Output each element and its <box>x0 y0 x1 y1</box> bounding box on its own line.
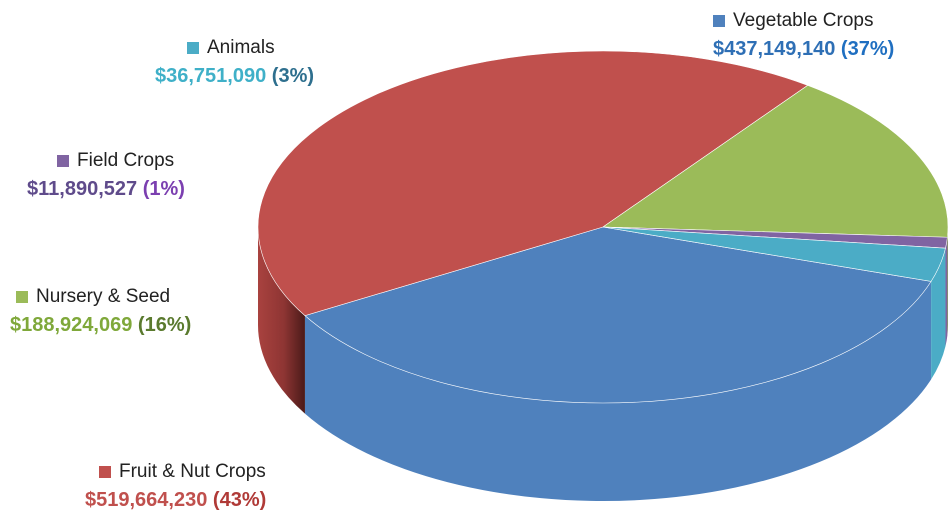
pie-side-vegetable-crops <box>304 281 932 502</box>
nursery-seed-name: Nursery & Seed <box>36 286 171 307</box>
legend-label-fruit-nut-crops: Fruit & Nut Crops $519,664,230 (43%) <box>85 461 266 512</box>
pie-slice-animals <box>602 226 946 282</box>
fruit-nut-crops-name: Fruit & Nut Crops <box>119 461 266 482</box>
pie-side-nursery-seed <box>947 227 948 336</box>
pie-side-animals <box>931 248 946 380</box>
field-crops-swatch <box>57 155 69 167</box>
animals-value: $36,751,090 <box>155 65 267 87</box>
animals-name: Animals <box>207 37 275 58</box>
pie-slice-fruit-nut-crops <box>257 50 809 316</box>
animals-percent: (3%) <box>271 65 315 87</box>
field-crops-percent: (1%) <box>142 178 185 200</box>
vegetable-crops-swatch <box>713 15 725 27</box>
field-crops-value: $11,890,527 <box>27 178 138 200</box>
vegetable-crops-value: $437,149,140 <box>713 38 836 60</box>
vegetable-crops-percent: (37%) <box>840 38 895 60</box>
pie-side-field-crops <box>945 237 948 347</box>
fruit-nut-crops-swatch <box>99 466 111 478</box>
legend-label-vegetable-crops: Vegetable Crops $437,149,140 (37%) <box>713 10 894 61</box>
pie-side-fruit-nut-crops <box>258 227 305 414</box>
vegetable-crops-name: Vegetable Crops <box>733 10 874 31</box>
legend-label-animals: Animals $36,751,090 (3%) <box>155 37 314 88</box>
field-crops-name: Field Crops <box>77 150 175 171</box>
animals-swatch <box>187 42 199 54</box>
nursery-seed-percent: (16%) <box>137 314 192 336</box>
pie-slice-nursery-seed <box>602 84 949 238</box>
nursery-seed-value: $188,924,069 <box>10 314 133 336</box>
legend-label-field-crops: Field Crops $11,890,527 (1%) <box>27 150 185 201</box>
legend-label-nursery-seed: Nursery & Seed $188,924,069 (16%) <box>10 286 191 337</box>
pie-slice-vegetable-crops <box>304 226 932 404</box>
fruit-nut-crops-percent: (43%) <box>212 489 267 511</box>
fruit-nut-crops-value: $519,664,230 <box>85 489 208 511</box>
nursery-seed-swatch <box>16 291 28 303</box>
